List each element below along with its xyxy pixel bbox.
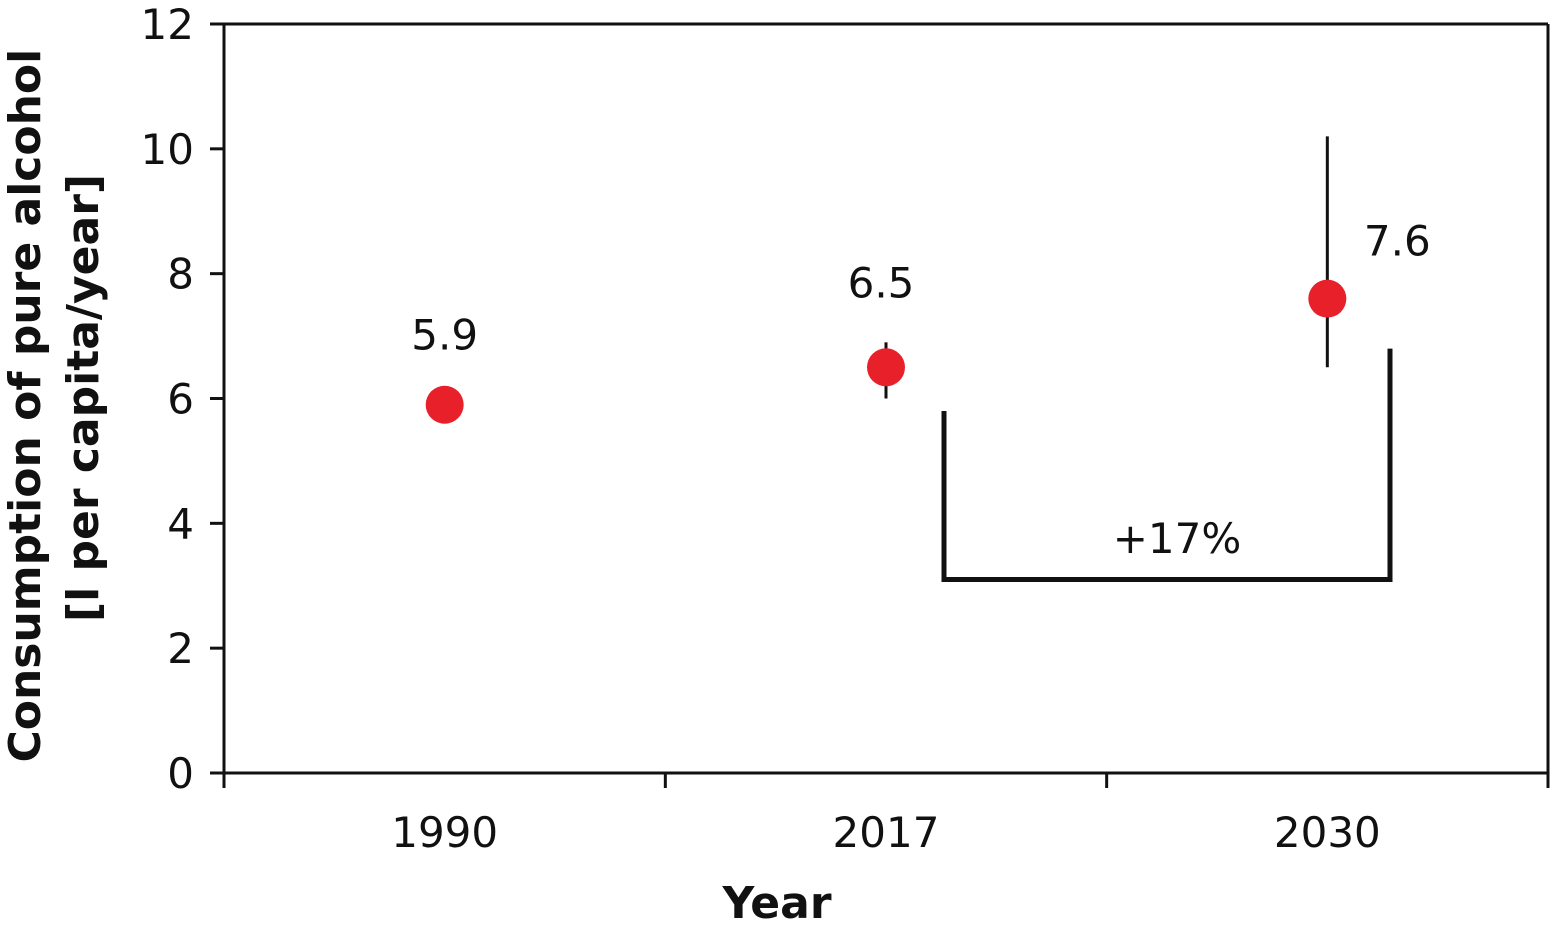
data-point — [1308, 279, 1347, 318]
data-label: 6.5 — [848, 258, 915, 307]
y-axis-title: Consumption of pure alcohol [l per capit… — [0, 33, 109, 762]
x-tick-label: 2017 — [833, 808, 940, 857]
y-tick-label: 2 — [167, 624, 194, 673]
change-bracket — [941, 348, 1393, 583]
y-tick-label: 8 — [167, 250, 194, 299]
error-bars — [884, 136, 1329, 399]
y-axis-title-line-2: [l per capita/year] — [58, 174, 109, 622]
x-axis-ticks: 1990 2017 2030 — [222, 773, 1550, 857]
data-point — [425, 385, 464, 424]
data-point — [867, 348, 905, 387]
y-tick-label: 4 — [167, 499, 194, 548]
change-annotation-label: +17% — [1113, 514, 1242, 563]
y-tick-label: 0 — [167, 749, 194, 798]
data-points — [425, 279, 1347, 424]
data-label: 5.9 — [411, 311, 478, 360]
y-tick-label: 10 — [141, 125, 194, 174]
x-axis-title: Year — [721, 878, 831, 928]
x-tick-label: 1990 — [391, 808, 498, 857]
x-tick-label: 2030 — [1274, 808, 1381, 857]
y-tick-label: 6 — [167, 375, 194, 424]
data-labels: 5.9 6.5 7.6 — [411, 217, 1430, 360]
bracket-line — [941, 348, 1393, 583]
y-tick-label: 12 — [141, 0, 194, 49]
data-label: 7.6 — [1364, 217, 1431, 266]
y-axis-title-line-1: Consumption of pure alcohol — [0, 49, 51, 763]
y-axis-ticks: 0 2 4 6 8 10 12 — [141, 0, 224, 798]
